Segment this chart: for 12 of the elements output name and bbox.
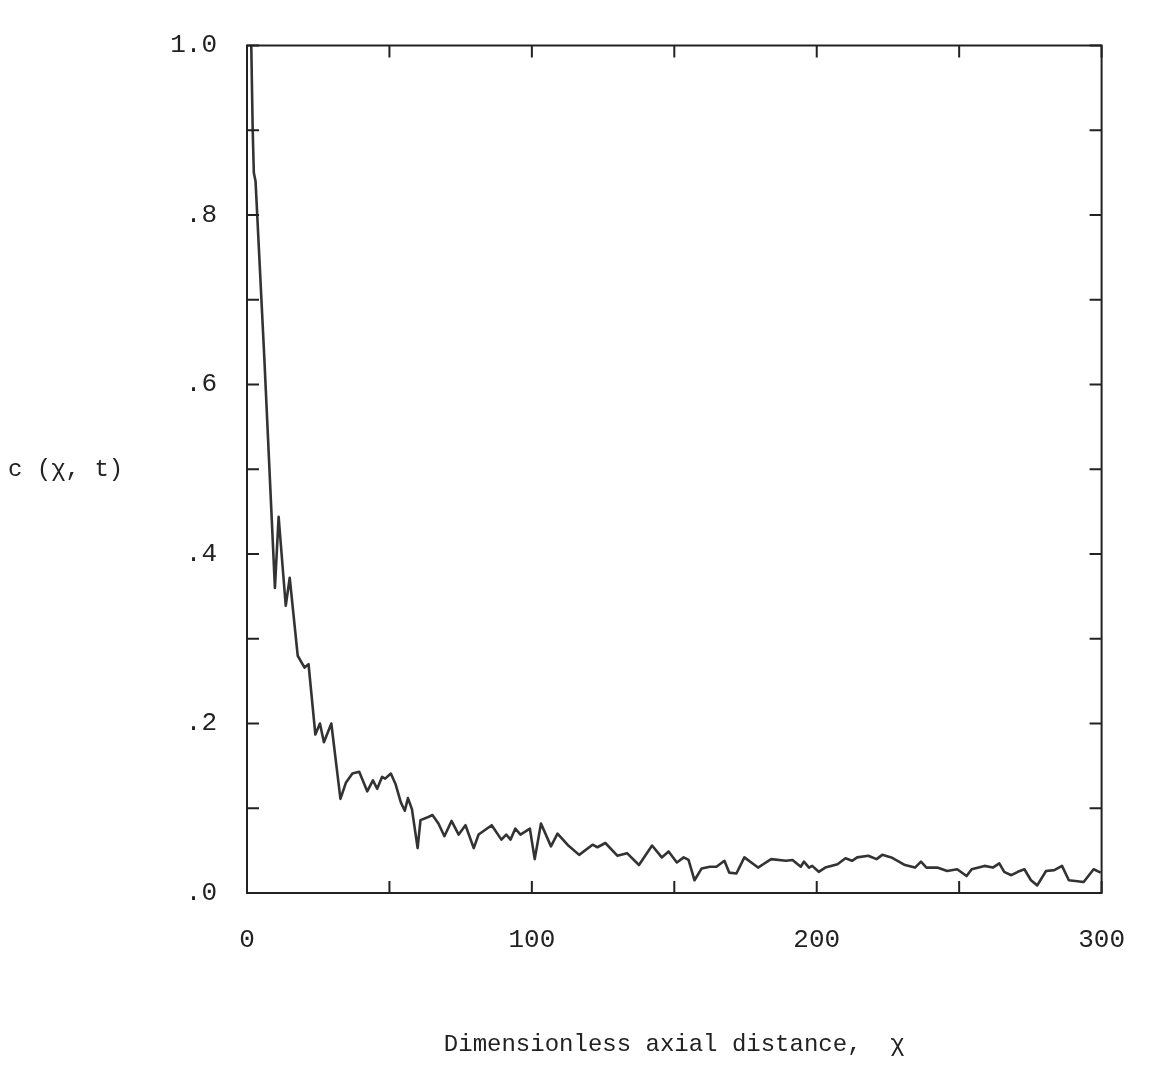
y-tick-label: .2	[185, 708, 217, 739]
x-tick-label: 200	[793, 925, 841, 956]
y-tick-label: .8	[185, 199, 217, 230]
x-tick-label: 0	[239, 925, 255, 956]
y-axis-title: c (χ, t)	[8, 455, 124, 483]
y-tick-label: .6	[185, 369, 217, 400]
x-tick-label: 100	[508, 925, 556, 956]
x-axis-title: Dimensionless axial distance, χ	[443, 1031, 905, 1059]
y-tick-label: .0	[185, 877, 217, 908]
x-tick-label: 300	[1078, 925, 1125, 956]
y-tick-label: 1.0	[170, 30, 217, 61]
y-tick-label: .4	[185, 538, 217, 569]
